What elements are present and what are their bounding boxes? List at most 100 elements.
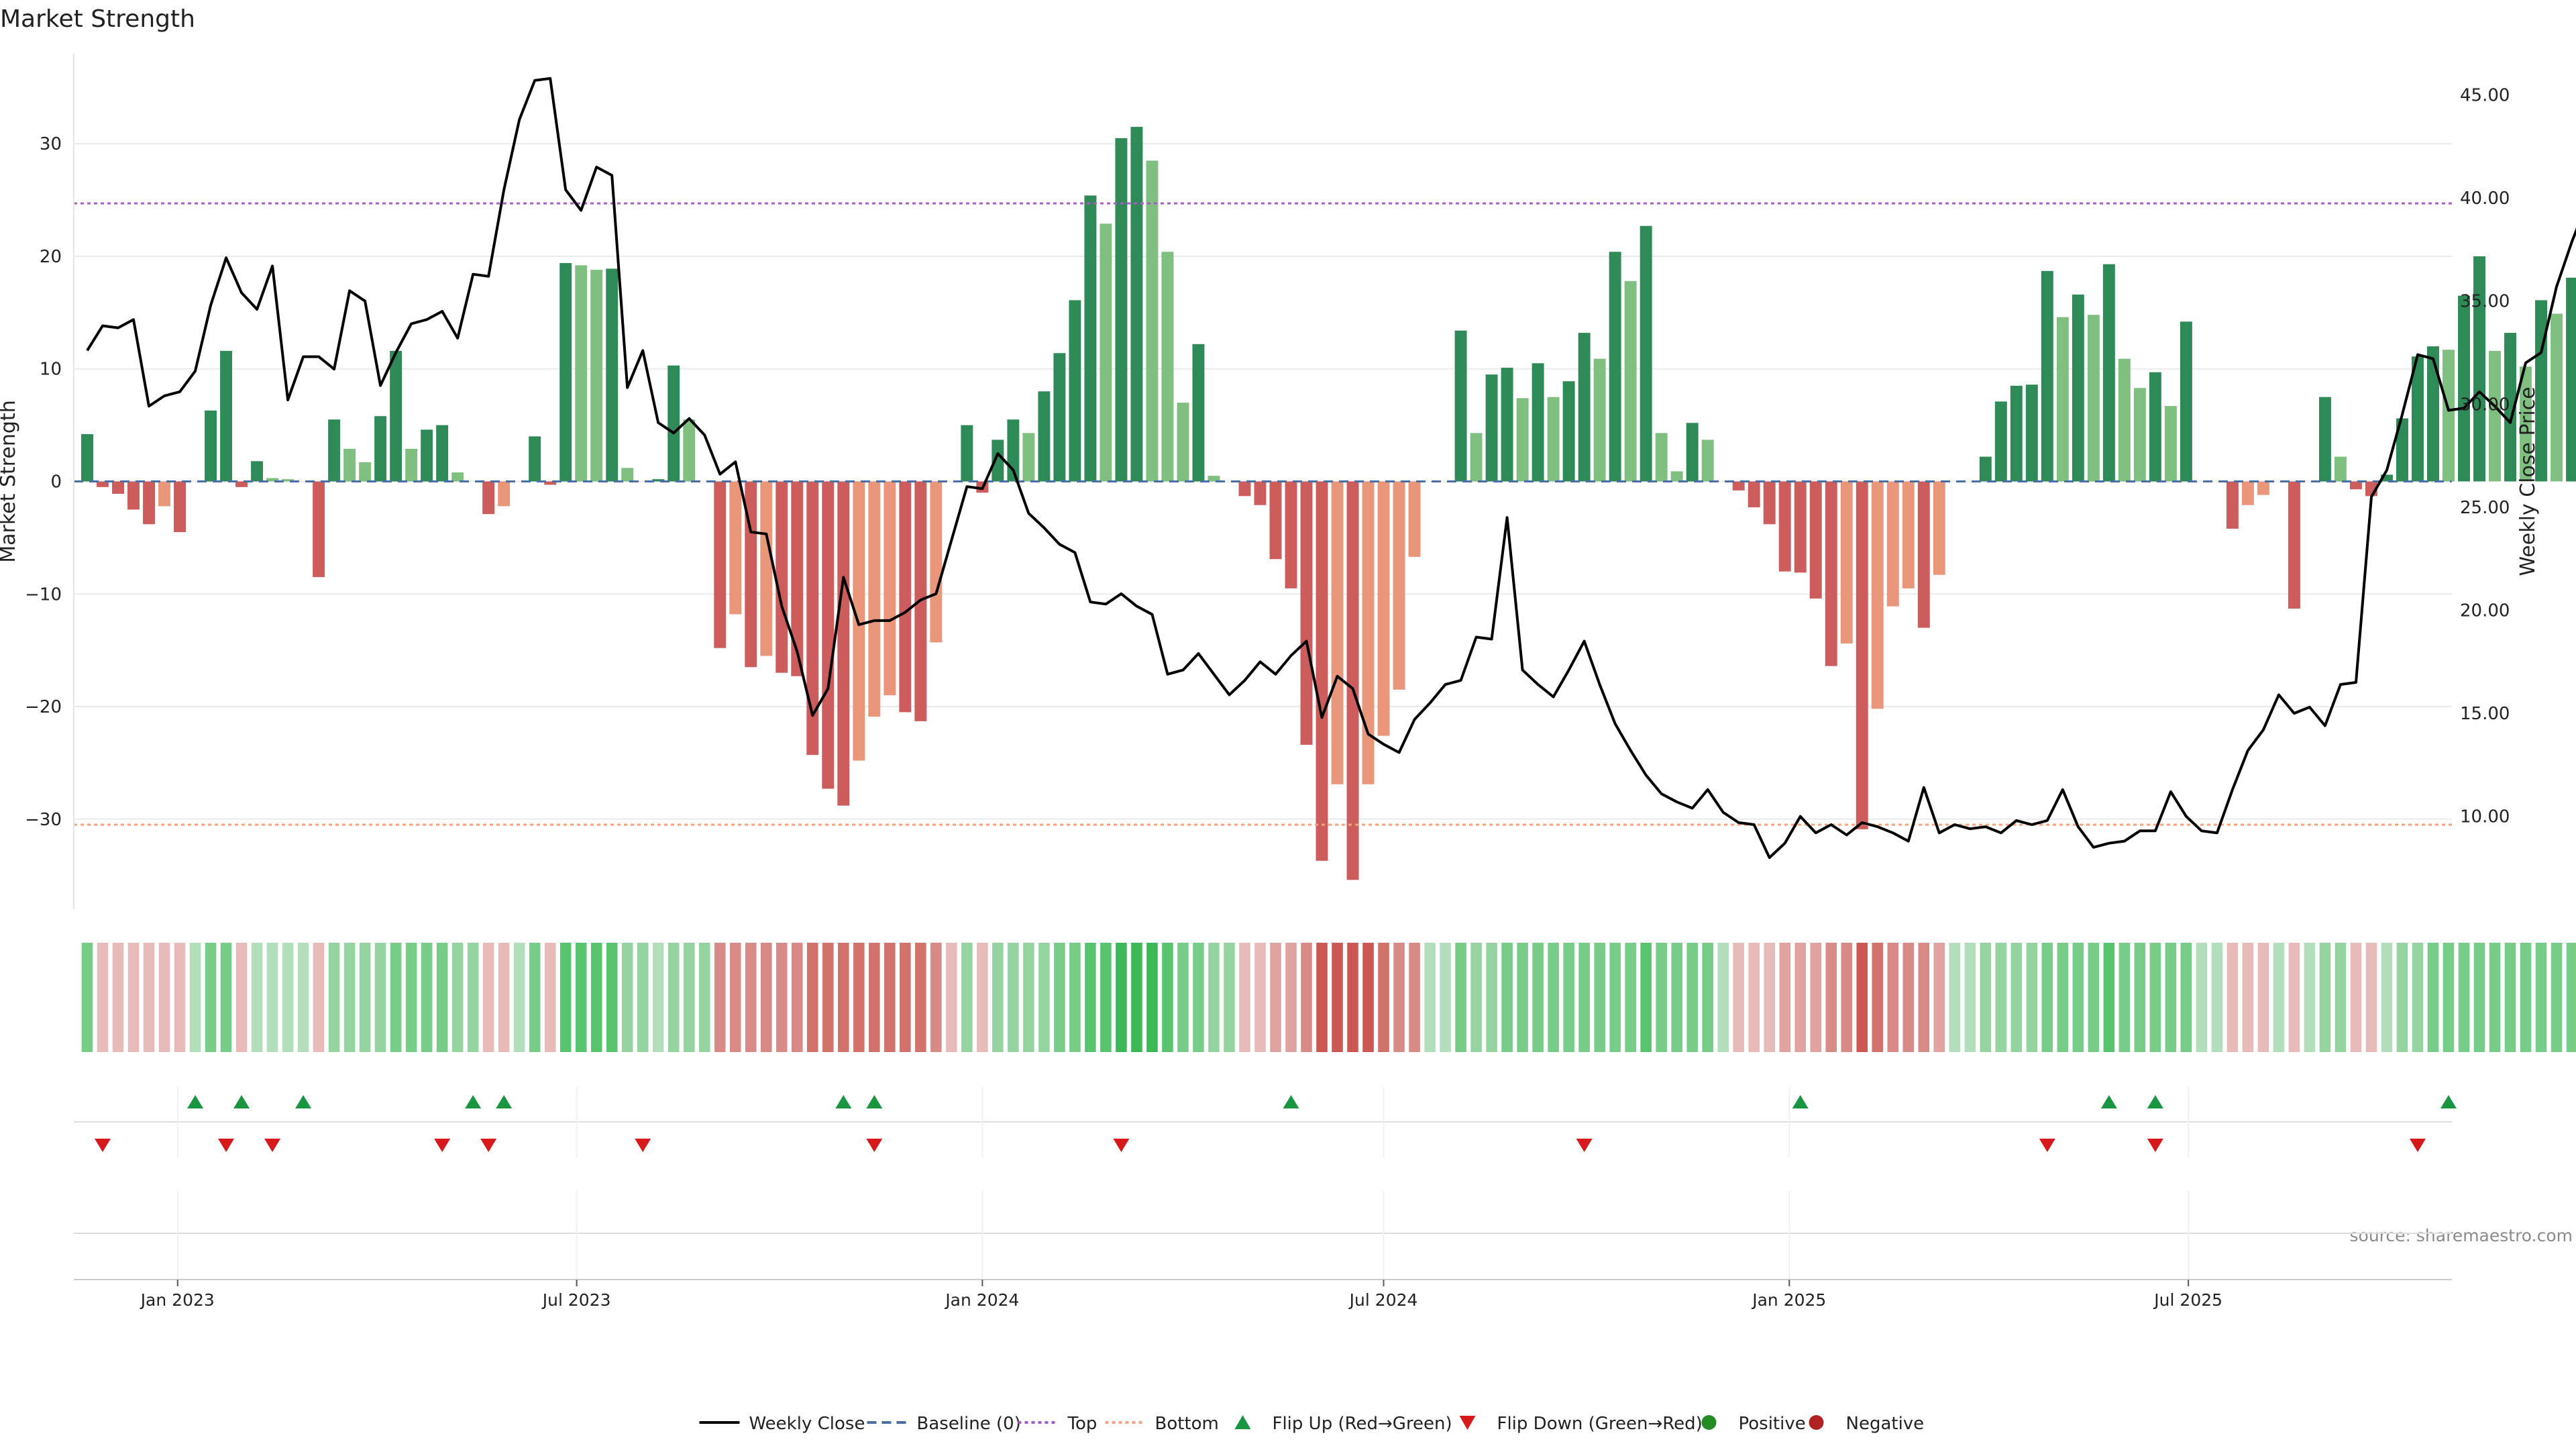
strip-cell bbox=[2412, 943, 2424, 1052]
strength-bar bbox=[883, 481, 896, 696]
strip-cell bbox=[1332, 943, 1343, 1052]
flip-up-marker bbox=[835, 1095, 852, 1108]
strip-cell bbox=[1038, 943, 1050, 1052]
flip-down-marker bbox=[2039, 1139, 2055, 1152]
strength-bar bbox=[2133, 388, 2146, 482]
strength-bar bbox=[2504, 333, 2516, 482]
strip-cell bbox=[189, 943, 201, 1052]
strip-cell bbox=[2103, 943, 2115, 1052]
strength-bar bbox=[1069, 300, 1081, 482]
legend-item: Top bbox=[1018, 1414, 1097, 1434]
strip-cell bbox=[2072, 943, 2084, 1052]
strip-cell bbox=[1794, 943, 1807, 1052]
flip-down-marker bbox=[1576, 1139, 1593, 1152]
strength-bar bbox=[1362, 481, 1375, 784]
strip-cell bbox=[1424, 943, 1436, 1052]
flip-down-marker bbox=[2409, 1139, 2426, 1152]
strip-cell bbox=[1702, 943, 1713, 1052]
y2-tick-label: 45.00 bbox=[2460, 85, 2510, 105]
strength-bar bbox=[1084, 195, 1097, 482]
strip-cell bbox=[1270, 943, 1281, 1052]
flip-down-marker bbox=[434, 1139, 451, 1152]
y-tick-label: 20 bbox=[40, 247, 62, 267]
strip-cell bbox=[869, 943, 880, 1052]
strip-cell bbox=[2057, 943, 2069, 1052]
flip-up-marker bbox=[295, 1095, 312, 1108]
strip-cell bbox=[776, 943, 788, 1052]
strength-bar bbox=[2318, 397, 2331, 482]
strip-cell bbox=[2381, 943, 2393, 1052]
strip-cell bbox=[2319, 943, 2331, 1052]
y-tick-label: 10 bbox=[40, 360, 62, 380]
strength-bar bbox=[112, 481, 124, 494]
strength-bar bbox=[1022, 433, 1035, 482]
strength-bar bbox=[2180, 321, 2192, 482]
strength-bar bbox=[81, 434, 93, 482]
strip-cell bbox=[621, 943, 633, 1052]
strength-bar bbox=[2520, 366, 2532, 482]
y-axis-label: Market Strength bbox=[0, 400, 20, 562]
strip-cell bbox=[2149, 943, 2161, 1052]
x-tick-label: Jan 2025 bbox=[1751, 1290, 1826, 1310]
strength-bar bbox=[822, 481, 835, 789]
strip-cell bbox=[992, 943, 1004, 1052]
strength-bar bbox=[1053, 353, 1066, 482]
strength-bar bbox=[1532, 363, 1544, 482]
strip-cell bbox=[1733, 943, 1744, 1052]
strength-bar bbox=[991, 439, 1004, 482]
strength-bar bbox=[1933, 481, 1945, 575]
strip-cell bbox=[2118, 943, 2131, 1052]
strength-bar bbox=[158, 481, 171, 507]
legend-item: Baseline (0) bbox=[867, 1414, 1021, 1434]
strength-bar bbox=[1562, 381, 1575, 482]
legend-label: Baseline (0) bbox=[917, 1414, 1021, 1434]
flip-down-marker bbox=[95, 1139, 111, 1152]
strength-bar bbox=[1254, 481, 1267, 505]
strip-cell bbox=[792, 943, 803, 1052]
flip-down-marker bbox=[264, 1139, 281, 1152]
strip-cell bbox=[81, 943, 93, 1052]
strip-cell bbox=[1594, 943, 1605, 1052]
x-tick-label: Jul 2023 bbox=[541, 1290, 611, 1310]
strength-bar bbox=[97, 481, 109, 487]
strip-cell bbox=[2458, 943, 2470, 1052]
strip-cell bbox=[2026, 943, 2038, 1052]
legend-label: Flip Up (Red→Green) bbox=[1273, 1414, 1452, 1434]
strength-bar bbox=[2443, 350, 2455, 482]
strength-bar bbox=[1763, 481, 1776, 525]
strength-bar bbox=[482, 481, 495, 515]
strength-bar bbox=[359, 462, 372, 482]
strip-cell bbox=[1393, 943, 1405, 1052]
y2-tick-label: 25.00 bbox=[2460, 498, 2510, 518]
legend-item: Positive bbox=[1701, 1414, 1806, 1434]
x-tick-label: Jul 2025 bbox=[2153, 1290, 2222, 1310]
strip-cell bbox=[1378, 943, 1389, 1052]
strip-cell bbox=[436, 943, 448, 1052]
y-tick-label: −20 bbox=[25, 697, 62, 717]
strip-cell bbox=[2088, 943, 2100, 1052]
strip-cell bbox=[1872, 943, 1884, 1052]
strength-bar bbox=[2072, 295, 2084, 482]
legend-item: Negative bbox=[1809, 1414, 1924, 1434]
strength-bar bbox=[2349, 481, 2362, 490]
strip-cell bbox=[1208, 943, 1220, 1052]
strength-bar bbox=[1393, 481, 1405, 690]
strength-bar bbox=[1578, 333, 1591, 482]
x-tick-label: Jan 2024 bbox=[944, 1290, 1019, 1310]
strip-cell bbox=[714, 943, 726, 1052]
strip-cell bbox=[1316, 943, 1328, 1052]
strength-bar bbox=[1099, 223, 1112, 482]
strength-bar bbox=[1994, 401, 2007, 482]
strength-bar bbox=[1640, 225, 1652, 482]
y2-tick-label: 20.00 bbox=[2460, 601, 2510, 621]
strip-cell bbox=[421, 943, 433, 1052]
strength-bar bbox=[421, 429, 433, 482]
strip-cell bbox=[282, 943, 294, 1052]
flip-up-marker bbox=[465, 1095, 482, 1108]
flip-down-marker bbox=[866, 1139, 883, 1152]
strength-bar bbox=[2149, 372, 2161, 482]
legend-item: Flip Down (Green→Red) bbox=[1459, 1414, 1703, 1434]
strength-bar bbox=[174, 481, 186, 532]
strip-cell bbox=[698, 943, 710, 1052]
y2-axis-label: Weekly Close Price bbox=[2516, 386, 2540, 576]
